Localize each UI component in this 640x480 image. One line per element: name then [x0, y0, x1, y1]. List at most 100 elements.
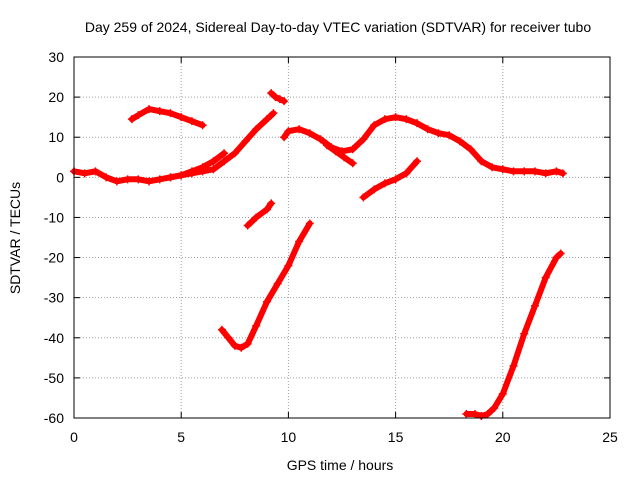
- data-point: [331, 147, 340, 156]
- y-axis-label: SDTVAR / TECUs: [7, 182, 23, 294]
- data-point: [316, 135, 325, 144]
- data-point: [220, 157, 229, 166]
- data-point: [166, 173, 175, 182]
- data-point: [348, 145, 357, 154]
- data-point: [466, 145, 475, 154]
- data-point: [123, 175, 132, 184]
- data-point: [280, 133, 289, 142]
- data-point: [145, 177, 154, 186]
- data-point: [198, 121, 207, 130]
- data-point: [322, 141, 331, 150]
- data-point: [220, 149, 229, 158]
- data-point: [252, 213, 261, 222]
- data-point: [237, 343, 246, 352]
- data-point: [488, 163, 497, 172]
- data-point: [243, 221, 252, 230]
- data-point: [413, 119, 422, 128]
- data-point: [187, 169, 196, 178]
- data-point: [230, 341, 239, 350]
- series-line-arc-8: [244, 200, 275, 229]
- y-tick-label: -60: [44, 410, 64, 426]
- data-point: [370, 185, 379, 194]
- data-point: [380, 115, 389, 124]
- axis-ticks: 0 5 10 15 20 25 -60 -50 -40 -30 -20 -10 0 10 20 30: [44, 49, 618, 445]
- data-point: [541, 273, 550, 282]
- data-point: [198, 167, 207, 176]
- data-point: [359, 135, 368, 144]
- data-point: [262, 297, 271, 306]
- data-point: [509, 167, 518, 176]
- y-tick-label: -50: [44, 370, 64, 386]
- data-point: [541, 169, 550, 178]
- data-point: [280, 97, 289, 106]
- x-tick-label: 25: [602, 429, 618, 445]
- data-point: [445, 131, 454, 140]
- data-point: [509, 361, 518, 370]
- data-point: [91, 167, 100, 176]
- data-point: [187, 117, 196, 126]
- data-point: [267, 199, 276, 208]
- x-axis-label: GPS time / hours: [287, 457, 394, 473]
- data-point: [155, 175, 164, 184]
- data-point: [402, 169, 411, 178]
- data-point: [252, 125, 261, 134]
- data-point: [252, 321, 261, 330]
- data-point: [271, 93, 280, 102]
- data-point: [498, 389, 507, 398]
- data-point: [370, 121, 379, 130]
- y-tick-label: -20: [44, 250, 64, 266]
- data-point: [470, 409, 479, 418]
- data-point: [217, 325, 226, 334]
- data-point: [477, 411, 486, 420]
- data-point: [530, 301, 539, 310]
- data-point: [462, 409, 471, 418]
- data-point: [102, 173, 111, 182]
- data-point: [552, 167, 561, 176]
- data-point: [209, 165, 218, 174]
- series-line-arc-4: [268, 90, 288, 105]
- data-point: [284, 127, 293, 136]
- data-point: [477, 157, 486, 166]
- data-point: [209, 157, 218, 166]
- y-tick-label: 30: [48, 49, 64, 65]
- data-point: [498, 165, 507, 174]
- chart-title: Day 259 of 2024, Sidereal Day-to-day VTE…: [85, 19, 592, 35]
- data-point: [359, 193, 368, 202]
- data-point: [127, 115, 136, 124]
- data-point: [224, 333, 233, 342]
- data-point: [402, 115, 411, 124]
- data-point: [340, 153, 349, 162]
- x-tick-label: 5: [177, 429, 185, 445]
- data-point: [391, 175, 400, 184]
- data-point: [348, 159, 357, 168]
- data-point: [241, 137, 250, 146]
- data-point: [552, 253, 561, 262]
- data-point: [269, 109, 278, 118]
- data-point: [112, 177, 121, 186]
- y-tick-label: -10: [44, 209, 64, 225]
- data-point: [155, 107, 164, 116]
- series-line-arc-7: [360, 158, 420, 201]
- x-tick-label: 10: [281, 429, 297, 445]
- y-tick-label: -30: [44, 290, 64, 306]
- data-point: [166, 109, 175, 118]
- data-point: [243, 339, 252, 348]
- x-tick-label: 0: [70, 429, 78, 445]
- series-line-arc-6: [324, 142, 356, 167]
- data-point: [413, 157, 422, 166]
- plot-frame: [73, 56, 611, 419]
- data-point: [305, 129, 314, 138]
- data-point: [520, 167, 529, 176]
- data-point: [134, 175, 143, 184]
- data-point: [490, 403, 499, 412]
- data-point: [262, 115, 271, 124]
- data-point: [230, 149, 239, 158]
- data-point: [434, 129, 443, 138]
- plot-series: [70, 89, 567, 420]
- data-point: [556, 249, 565, 258]
- x-tick-label: 15: [388, 429, 404, 445]
- y-tick-label: -40: [44, 330, 64, 346]
- data-point: [558, 169, 567, 178]
